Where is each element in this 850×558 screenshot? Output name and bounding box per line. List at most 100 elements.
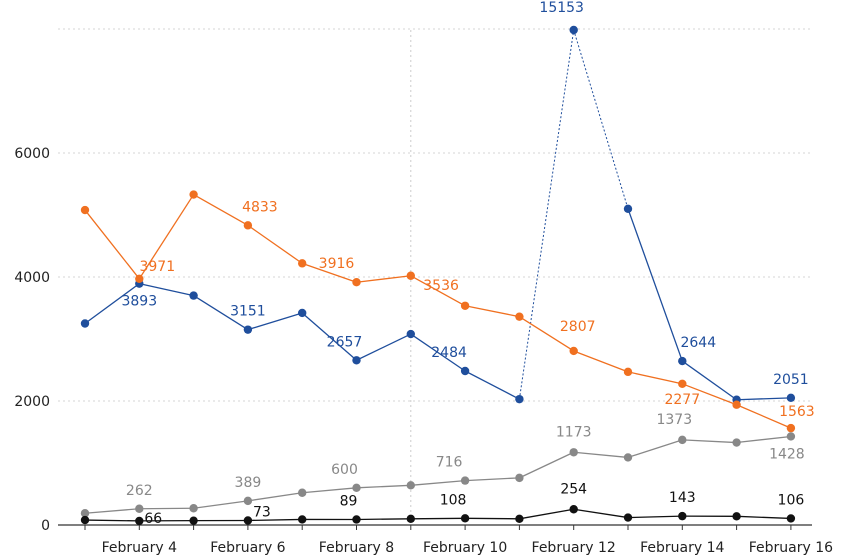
data-label: 73 (253, 504, 271, 520)
y-tick-label: 4000 (14, 270, 50, 286)
x-tick-label: February 8 (319, 540, 394, 556)
data-label: 3893 (121, 294, 157, 310)
data-point (678, 435, 687, 445)
data-point (786, 393, 796, 403)
data-point (406, 481, 415, 490)
series-segment (138, 194, 195, 280)
series-segment (247, 312, 303, 331)
data-point (298, 488, 307, 497)
data-point (569, 448, 578, 457)
data-point (243, 516, 253, 525)
data-point (406, 514, 415, 523)
series-lines (80, 25, 796, 526)
series-segment (682, 383, 737, 406)
data-point (80, 205, 90, 215)
series-segment (247, 224, 303, 264)
grid-lines (58, 28, 812, 525)
data-label: 143 (669, 490, 696, 506)
data-point (732, 512, 741, 521)
x-tick-label: February 6 (210, 540, 285, 556)
series-segment (573, 350, 629, 373)
series-segment (736, 404, 792, 429)
data-label: 2051 (773, 372, 809, 388)
data-label: 1563 (779, 404, 815, 420)
data-point (460, 514, 470, 523)
data-point (569, 505, 578, 514)
series-segment (464, 370, 520, 400)
data-label: 600 (331, 462, 358, 478)
series-segment (193, 295, 249, 331)
data-point (786, 423, 796, 433)
data-label: 89 (340, 493, 358, 509)
data-label: 2657 (327, 334, 363, 350)
series-segment (410, 479, 466, 486)
data-label: 2277 (664, 392, 700, 408)
series-segment (627, 515, 683, 519)
series-segment (139, 282, 194, 297)
data-point (732, 400, 741, 409)
data-point (515, 514, 524, 523)
data-point (80, 509, 90, 518)
series-segment (682, 439, 737, 444)
data-label: 1373 (656, 412, 692, 428)
data-point (298, 259, 307, 268)
data-label: 3151 (230, 304, 266, 320)
data-label: 108 (440, 492, 467, 508)
data-label: 2484 (431, 345, 467, 361)
series-3 (80, 505, 796, 526)
data-label: 2644 (680, 335, 716, 351)
data-label: 1173 (556, 424, 592, 440)
data-point (352, 515, 361, 524)
data-label: 1428 (769, 446, 805, 462)
x-tick-label: February 16 (749, 540, 833, 556)
data-label: 254 (560, 481, 587, 497)
data-point (243, 496, 253, 506)
data-point (515, 473, 524, 483)
series-segment (84, 209, 140, 280)
data-label: 389 (235, 475, 262, 491)
data-point (623, 367, 633, 377)
data-label: 3916 (319, 256, 355, 272)
data-point (189, 291, 198, 300)
data-point (678, 356, 687, 366)
x-tick-label: February 10 (423, 540, 507, 556)
series-segment (356, 484, 411, 489)
series-segment (627, 371, 683, 385)
series-segment (410, 275, 466, 307)
series-segment (302, 487, 357, 494)
series-segment (627, 439, 683, 459)
data-point (569, 25, 578, 35)
series-segment (410, 333, 466, 372)
axes: 0 2000 4000 6000 February 4 February 6 Februar… (14, 146, 833, 556)
x-tick-label: February 12 (532, 540, 616, 556)
data-label: 3536 (423, 278, 459, 294)
series-segment (356, 333, 412, 361)
data-point (623, 453, 633, 462)
x-tick-label: February 4 (102, 540, 177, 556)
series-segment (518, 29, 575, 400)
series-segment (736, 515, 791, 520)
data-point (243, 325, 253, 334)
data-point (732, 438, 741, 447)
data-point (515, 394, 524, 404)
series-1 (80, 190, 796, 433)
data-point (298, 515, 307, 524)
series-segment (356, 275, 411, 283)
series-segment (681, 360, 737, 401)
series-segment (193, 500, 248, 509)
series-segment (247, 492, 303, 502)
data-point (298, 308, 307, 318)
data-point (352, 356, 361, 365)
data-point (189, 504, 198, 513)
series-2 (80, 432, 796, 518)
y-tick-label: 6000 (14, 146, 50, 162)
data-label: 66 (144, 511, 162, 527)
data-point (623, 204, 633, 213)
series-segment (573, 29, 629, 209)
data-point (678, 379, 687, 389)
data-label: 15153 (539, 0, 584, 16)
data-point (243, 221, 253, 230)
series-segment (573, 508, 629, 519)
data-point (623, 513, 633, 522)
series-segment (193, 193, 249, 226)
